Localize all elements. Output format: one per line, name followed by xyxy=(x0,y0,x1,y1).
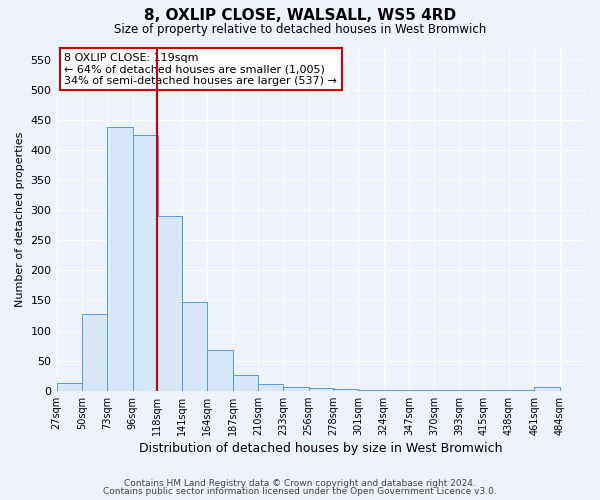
Bar xyxy=(535,386,560,391)
Text: 8, OXLIP CLOSE, WALSALL, WS5 4RD: 8, OXLIP CLOSE, WALSALL, WS5 4RD xyxy=(144,8,456,22)
Bar xyxy=(208,350,233,391)
Bar xyxy=(157,216,182,391)
Y-axis label: Number of detached properties: Number of detached properties xyxy=(15,132,25,307)
X-axis label: Distribution of detached houses by size in West Bromwich: Distribution of detached houses by size … xyxy=(139,442,503,455)
Text: 8 OXLIP CLOSE: 119sqm
← 64% of detached houses are smaller (1,005)
34% of semi-d: 8 OXLIP CLOSE: 119sqm ← 64% of detached … xyxy=(64,52,337,86)
Bar xyxy=(460,390,485,391)
Bar xyxy=(233,374,258,391)
Bar xyxy=(383,390,409,391)
Bar xyxy=(308,388,334,391)
Text: Size of property relative to detached houses in West Bromwich: Size of property relative to detached ho… xyxy=(114,22,486,36)
Bar xyxy=(358,390,383,391)
Text: Contains public sector information licensed under the Open Government Licence v3: Contains public sector information licen… xyxy=(103,487,497,496)
Bar xyxy=(509,390,535,391)
Bar xyxy=(133,135,158,391)
Bar xyxy=(333,389,358,391)
Text: Contains HM Land Registry data © Crown copyright and database right 2024.: Contains HM Land Registry data © Crown c… xyxy=(124,478,476,488)
Bar xyxy=(258,384,283,391)
Bar xyxy=(409,390,434,391)
Bar xyxy=(434,390,460,391)
Bar xyxy=(82,314,107,391)
Bar xyxy=(182,302,208,391)
Bar xyxy=(283,386,308,391)
Bar xyxy=(107,127,133,391)
Bar xyxy=(484,390,509,391)
Bar xyxy=(56,383,82,391)
